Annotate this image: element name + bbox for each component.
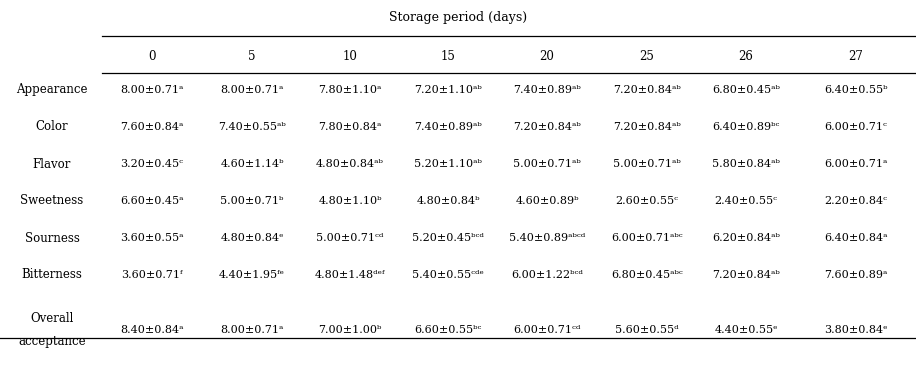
Text: 4.80±0.84ᵉ: 4.80±0.84ᵉ bbox=[220, 233, 284, 243]
Text: 7.20±0.84ᵃᵇ: 7.20±0.84ᵃᵇ bbox=[712, 270, 780, 280]
Text: 8.00±0.71ᵃ: 8.00±0.71ᵃ bbox=[120, 85, 184, 95]
Text: 20: 20 bbox=[540, 49, 554, 62]
Text: 6.80±0.45ᵃᵇ: 6.80±0.45ᵃᵇ bbox=[712, 85, 780, 95]
Text: 5.80±0.84ᵃᵇ: 5.80±0.84ᵃᵇ bbox=[712, 159, 780, 169]
Text: 3.20±0.45ᶜ: 3.20±0.45ᶜ bbox=[121, 159, 183, 169]
Text: 7.20±0.84ᵃᵇ: 7.20±0.84ᵃᵇ bbox=[513, 122, 581, 132]
Text: Overall: Overall bbox=[30, 311, 73, 324]
Text: Sourness: Sourness bbox=[25, 231, 80, 244]
Text: 3.60±0.71ᶠ: 3.60±0.71ᶠ bbox=[121, 270, 183, 280]
Text: 2.40±0.55ᶜ: 2.40±0.55ᶜ bbox=[714, 196, 778, 206]
Text: 5.40±0.89ᵃᵇᶜᵈ: 5.40±0.89ᵃᵇᶜᵈ bbox=[509, 233, 585, 243]
Text: 3.80±0.84ᵉ: 3.80±0.84ᵉ bbox=[824, 325, 888, 335]
Text: 0: 0 bbox=[148, 49, 156, 62]
Text: 4.60±0.89ᵇ: 4.60±0.89ᵇ bbox=[515, 196, 579, 206]
Text: 7.20±0.84ᵃᵇ: 7.20±0.84ᵃᵇ bbox=[613, 122, 681, 132]
Text: 5.40±0.55ᶜᵈᵉ: 5.40±0.55ᶜᵈᵉ bbox=[412, 270, 484, 280]
Text: 7.40±0.89ᵃᵇ: 7.40±0.89ᵃᵇ bbox=[414, 122, 482, 132]
Text: 8.40±0.84ᵃ: 8.40±0.84ᵃ bbox=[120, 325, 184, 335]
Text: 5.00±0.71ᵇ: 5.00±0.71ᵇ bbox=[221, 196, 284, 206]
Text: 5.20±1.10ᵃᵇ: 5.20±1.10ᵃᵇ bbox=[414, 159, 482, 169]
Text: Storage period (days): Storage period (days) bbox=[389, 12, 527, 25]
Text: 7.20±1.10ᵃᵇ: 7.20±1.10ᵃᵇ bbox=[414, 85, 482, 95]
Text: 7.60±0.84ᵃ: 7.60±0.84ᵃ bbox=[120, 122, 184, 132]
Text: 6.00±1.22ᵇᶜᵈ: 6.00±1.22ᵇᶜᵈ bbox=[511, 270, 583, 280]
Text: 10: 10 bbox=[343, 49, 357, 62]
Text: 27: 27 bbox=[848, 49, 864, 62]
Text: 5.00±0.71ᵃᵇ: 5.00±0.71ᵃᵇ bbox=[613, 159, 681, 169]
Text: 4.80±0.84ᵃᵇ: 4.80±0.84ᵃᵇ bbox=[316, 159, 384, 169]
Text: 4.80±1.10ᵇ: 4.80±1.10ᵇ bbox=[318, 196, 382, 206]
Text: 6.60±0.45ᵃ: 6.60±0.45ᵃ bbox=[120, 196, 184, 206]
Text: 6.00±0.71ᶜᵈ: 6.00±0.71ᶜᵈ bbox=[513, 325, 581, 335]
Text: 6.40±0.84ᵃ: 6.40±0.84ᵃ bbox=[824, 233, 888, 243]
Text: 6.00±0.71ᶜ: 6.00±0.71ᶜ bbox=[824, 122, 888, 132]
Text: 2.60±0.55ᶜ: 2.60±0.55ᶜ bbox=[616, 196, 679, 206]
Text: 6.00±0.71ᵃ: 6.00±0.71ᵃ bbox=[824, 159, 888, 169]
Text: 8.00±0.71ᵃ: 8.00±0.71ᵃ bbox=[221, 85, 284, 95]
Text: 6.80±0.45ᵃᵇᶜ: 6.80±0.45ᵃᵇᶜ bbox=[611, 270, 682, 280]
Text: 5.00±0.71ᶜᵈ: 5.00±0.71ᶜᵈ bbox=[316, 233, 384, 243]
Text: Color: Color bbox=[36, 121, 69, 134]
Text: 7.80±0.84ᵃ: 7.80±0.84ᵃ bbox=[319, 122, 382, 132]
Text: 8.00±0.71ᵃ: 8.00±0.71ᵃ bbox=[221, 325, 284, 335]
Text: 5.00±0.71ᵃᵇ: 5.00±0.71ᵃᵇ bbox=[513, 159, 581, 169]
Text: 4.40±0.55ᵉ: 4.40±0.55ᵉ bbox=[714, 325, 778, 335]
Text: 4.80±1.48ᵈᵉᶠ: 4.80±1.48ᵈᵉᶠ bbox=[315, 270, 386, 280]
Text: 7.40±0.89ᵃᵇ: 7.40±0.89ᵃᵇ bbox=[513, 85, 581, 95]
Text: 26: 26 bbox=[738, 49, 754, 62]
Text: 5.60±0.55ᵈ: 5.60±0.55ᵈ bbox=[616, 325, 679, 335]
Text: 7.60±0.89ᵃ: 7.60±0.89ᵃ bbox=[824, 270, 888, 280]
Text: 7.20±0.84ᵃᵇ: 7.20±0.84ᵃᵇ bbox=[613, 85, 681, 95]
Text: Flavor: Flavor bbox=[33, 157, 71, 170]
Text: 25: 25 bbox=[639, 49, 654, 62]
Text: 5.20±0.45ᵇᶜᵈ: 5.20±0.45ᵇᶜᵈ bbox=[412, 233, 484, 243]
Text: 6.40±0.89ᵇᶜ: 6.40±0.89ᵇᶜ bbox=[713, 122, 780, 132]
Text: 15: 15 bbox=[441, 49, 455, 62]
Text: acceptance: acceptance bbox=[18, 336, 86, 349]
Text: 6.40±0.55ᵇ: 6.40±0.55ᵇ bbox=[824, 85, 888, 95]
Text: 6.00±0.71ᵃᵇᶜ: 6.00±0.71ᵃᵇᶜ bbox=[611, 233, 682, 243]
Text: 4.40±1.95ᶠᵉ: 4.40±1.95ᶠᵉ bbox=[219, 270, 285, 280]
Text: 4.80±0.84ᵇ: 4.80±0.84ᵇ bbox=[416, 196, 480, 206]
Text: 4.60±1.14ᵇ: 4.60±1.14ᵇ bbox=[220, 159, 284, 169]
Text: 5: 5 bbox=[248, 49, 256, 62]
Text: 7.40±0.55ᵃᵇ: 7.40±0.55ᵃᵇ bbox=[218, 122, 286, 132]
Text: 3.60±0.55ᵃ: 3.60±0.55ᵃ bbox=[120, 233, 184, 243]
Text: 6.20±0.84ᵃᵇ: 6.20±0.84ᵃᵇ bbox=[712, 233, 780, 243]
Text: 2.20±0.84ᶜ: 2.20±0.84ᶜ bbox=[824, 196, 888, 206]
Text: Bitterness: Bitterness bbox=[22, 269, 82, 282]
Text: Appearance: Appearance bbox=[16, 83, 88, 96]
Text: 6.60±0.55ᵇᶜ: 6.60±0.55ᵇᶜ bbox=[414, 325, 482, 335]
Text: Sweetness: Sweetness bbox=[20, 195, 83, 208]
Text: 7.00±1.00ᵇ: 7.00±1.00ᵇ bbox=[319, 325, 382, 335]
Text: 7.80±1.10ᵃ: 7.80±1.10ᵃ bbox=[319, 85, 382, 95]
